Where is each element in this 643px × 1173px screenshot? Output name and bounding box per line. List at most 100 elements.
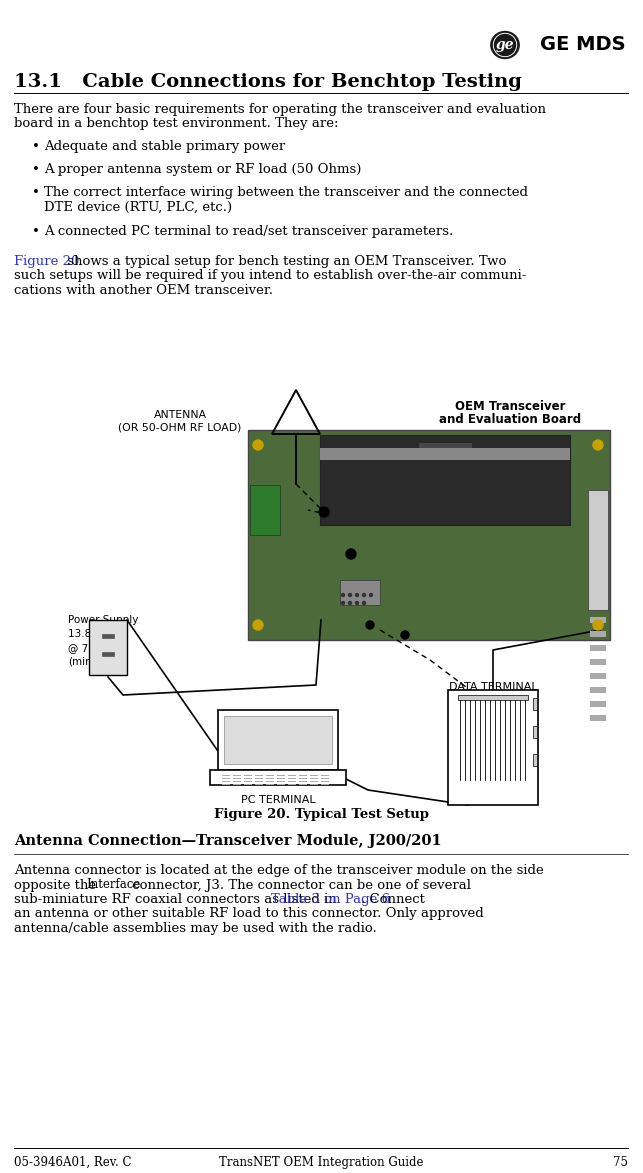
- Bar: [222, 774, 230, 777]
- Bar: [299, 774, 307, 777]
- Bar: [288, 780, 296, 782]
- Text: Power Supply: Power Supply: [68, 615, 138, 625]
- Circle shape: [319, 507, 329, 517]
- Text: . Connect: . Connect: [361, 893, 425, 906]
- Bar: [255, 780, 263, 782]
- Text: (OR 50-OHM RF LOAD): (OR 50-OHM RF LOAD): [118, 422, 242, 432]
- Circle shape: [349, 594, 352, 597]
- Text: PC TERMINAL: PC TERMINAL: [240, 795, 315, 805]
- Circle shape: [346, 549, 356, 560]
- Bar: [222, 784, 230, 785]
- Bar: [218, 710, 338, 769]
- Bar: [590, 645, 606, 651]
- Circle shape: [593, 440, 603, 450]
- Bar: [533, 754, 537, 766]
- Text: A proper antenna system or RF load (50 Ohms): A proper antenna system or RF load (50 O…: [44, 163, 361, 176]
- Text: board in a benchtop test environment. They are:: board in a benchtop test environment. Th…: [14, 117, 338, 130]
- Bar: [590, 673, 606, 679]
- Circle shape: [593, 621, 603, 630]
- Text: cations with another OEM transceiver.: cations with another OEM transceiver.: [14, 284, 273, 297]
- Circle shape: [370, 594, 372, 597]
- Bar: [224, 716, 332, 764]
- Text: The correct interface wiring between the transceiver and the connected: The correct interface wiring between the…: [44, 187, 528, 199]
- Ellipse shape: [491, 32, 519, 59]
- Text: |||||||||||||||||||||||||||: |||||||||||||||||||||||||||: [418, 443, 472, 448]
- Bar: [266, 780, 274, 782]
- Bar: [310, 784, 318, 785]
- Bar: [320, 448, 570, 460]
- Text: such setups will be required if you intend to establish over-the-air communi-: such setups will be required if you inte…: [14, 270, 527, 283]
- Bar: [590, 659, 606, 665]
- Bar: [102, 633, 114, 638]
- Text: DATA TERMINAL: DATA TERMINAL: [449, 682, 538, 692]
- Circle shape: [341, 594, 345, 597]
- Bar: [277, 778, 285, 779]
- Circle shape: [253, 440, 263, 450]
- Bar: [248, 430, 610, 640]
- Bar: [102, 652, 114, 656]
- Circle shape: [341, 602, 345, 604]
- Bar: [233, 774, 241, 777]
- Bar: [277, 784, 285, 785]
- Bar: [250, 484, 280, 535]
- Text: opposite the: opposite the: [14, 879, 100, 891]
- Bar: [299, 778, 307, 779]
- Ellipse shape: [494, 34, 516, 55]
- Text: A connected PC terminal to read/set transceiver parameters.: A connected PC terminal to read/set tran…: [44, 225, 453, 238]
- Bar: [321, 778, 329, 779]
- Text: and Evaluation Board: and Evaluation Board: [439, 413, 581, 426]
- Bar: [222, 780, 230, 782]
- Text: •: •: [32, 187, 40, 199]
- Bar: [266, 774, 274, 777]
- Circle shape: [356, 602, 359, 604]
- Bar: [321, 780, 329, 782]
- Text: Antenna connector is located at the edge of the transceiver module on the side: Antenna connector is located at the edge…: [14, 865, 544, 877]
- Text: an antenna or other suitable RF load to this connector. Only approved: an antenna or other suitable RF load to …: [14, 908, 484, 921]
- Text: ge: ge: [496, 38, 514, 52]
- Bar: [590, 617, 606, 623]
- Circle shape: [363, 594, 365, 597]
- Bar: [321, 784, 329, 785]
- Bar: [299, 780, 307, 782]
- Text: (min.): (min.): [68, 657, 99, 667]
- Bar: [310, 778, 318, 779]
- Text: •: •: [32, 225, 40, 238]
- Bar: [222, 778, 230, 779]
- Text: Figure 20: Figure 20: [14, 255, 79, 267]
- Bar: [244, 774, 252, 777]
- Bar: [321, 774, 329, 777]
- Bar: [590, 687, 606, 693]
- Text: GE MDS: GE MDS: [540, 35, 626, 54]
- Bar: [233, 784, 241, 785]
- Bar: [266, 784, 274, 785]
- Bar: [255, 774, 263, 777]
- Bar: [340, 579, 380, 605]
- Bar: [244, 780, 252, 782]
- Text: DTE device (RTU, PLC, etc.): DTE device (RTU, PLC, etc.): [44, 201, 232, 213]
- Bar: [277, 780, 285, 782]
- Bar: [458, 694, 528, 700]
- Bar: [233, 780, 241, 782]
- Bar: [310, 774, 318, 777]
- Bar: [310, 780, 318, 782]
- Bar: [590, 716, 606, 721]
- Bar: [255, 778, 263, 779]
- Bar: [590, 701, 606, 707]
- Bar: [588, 490, 608, 610]
- Circle shape: [349, 602, 352, 604]
- Text: shows a typical setup for bench testing an OEM Transceiver. Two: shows a typical setup for bench testing …: [63, 255, 507, 267]
- Bar: [244, 784, 252, 785]
- Bar: [210, 769, 346, 785]
- Text: 05-3946A01, Rev. C: 05-3946A01, Rev. C: [14, 1157, 132, 1169]
- Bar: [320, 435, 570, 526]
- Bar: [590, 631, 606, 637]
- Text: OEM Transceiver: OEM Transceiver: [455, 400, 565, 413]
- Text: •: •: [32, 163, 40, 176]
- Bar: [233, 778, 241, 779]
- Text: Interface: Interface: [86, 879, 140, 891]
- Text: EQUIPMENT: EQUIPMENT: [460, 696, 526, 706]
- Text: @ 750 mA: @ 750 mA: [68, 643, 122, 653]
- Circle shape: [366, 621, 374, 629]
- Bar: [533, 698, 537, 710]
- Text: •: •: [32, 140, 40, 152]
